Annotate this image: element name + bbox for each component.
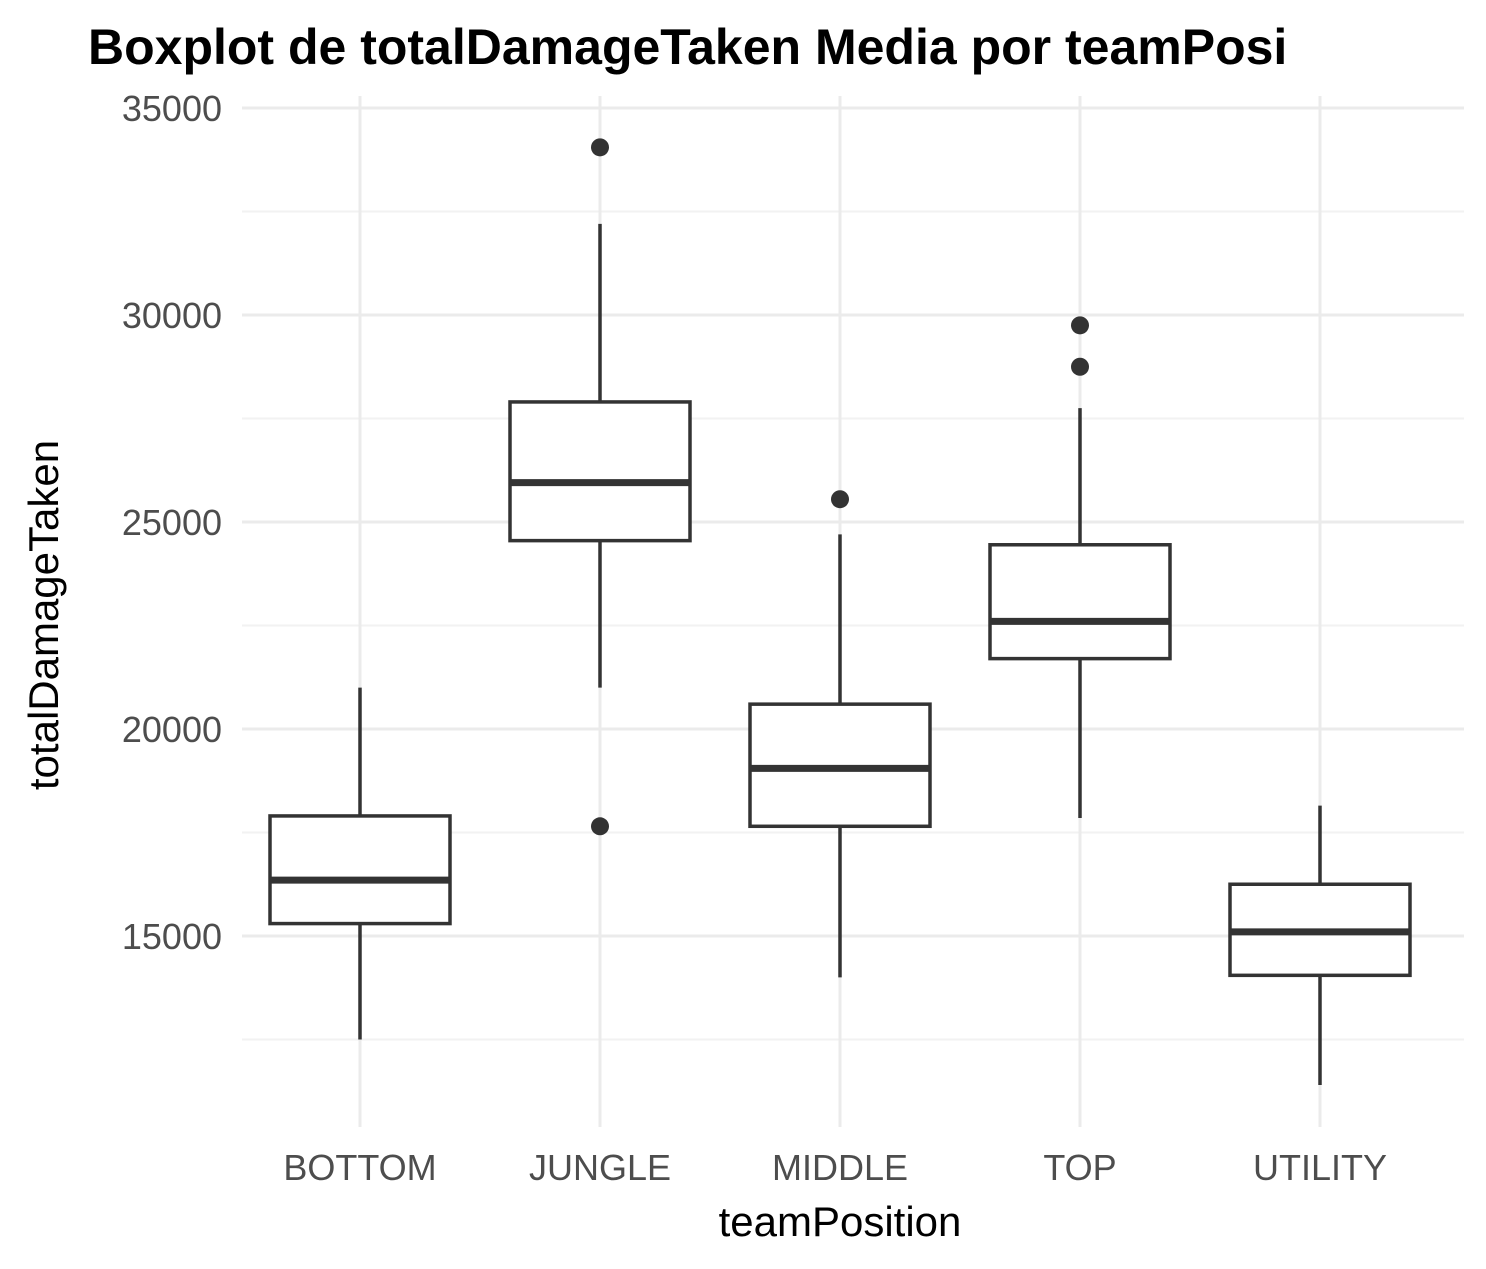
x-tick-label: BOTTOM [283,1147,436,1188]
outlier-point [831,490,849,509]
box-utility [1228,805,1412,1086]
chart-title: Boxplot de totalDamageTaken Media por te… [88,19,1287,75]
x-tick-label: UTILITY [1253,1147,1387,1188]
x-tick-label: MIDDLE [772,1147,908,1188]
x-tick-label: JUNGLE [529,1147,671,1188]
box-iqr [988,543,1172,661]
x-tick-label: TOP [1043,1147,1116,1188]
x-axis-ticks: BOTTOM JUNGLE MIDDLE TOP UTILITY [283,1147,1387,1188]
box-iqr [268,814,452,926]
boxes [268,138,1412,1086]
box-iqr [508,400,692,543]
box-jungle [508,138,692,836]
outlier-point [591,138,609,157]
y-axis-ticks: 15000 20000 25000 30000 35000 [122,88,222,957]
box-middle [748,490,932,978]
box-top [988,316,1172,819]
y-tick-label: 15000 [122,916,222,957]
y-tick-label: 20000 [122,709,222,750]
y-tick-label: 30000 [122,295,222,336]
outlier-point [1071,357,1089,376]
outlier-point [591,817,609,836]
outlier-point [1071,316,1089,335]
x-axis-title: teamPosition [719,1198,962,1245]
box-bottom [268,687,452,1040]
y-tick-label: 25000 [122,502,222,543]
y-axis-title: totalDamageTaken [20,440,67,790]
y-tick-label: 35000 [122,88,222,129]
